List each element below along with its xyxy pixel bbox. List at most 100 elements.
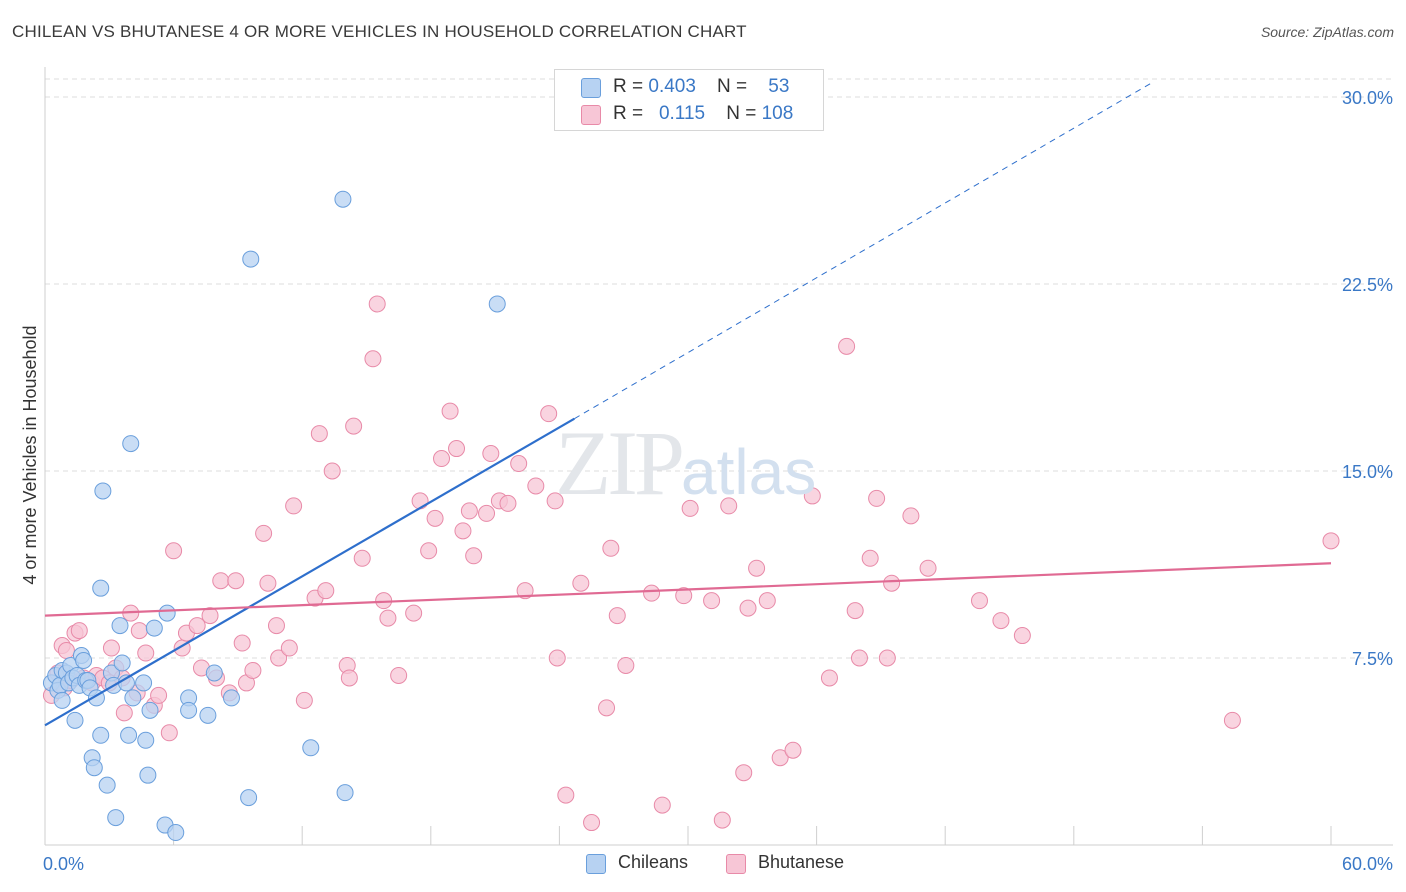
x-tick-label: 0.0% xyxy=(43,854,84,874)
chilean-point xyxy=(111,617,129,635)
chilean-point xyxy=(135,674,153,692)
bottom-legend-label-chileans: Chileans xyxy=(618,852,689,872)
chilean-trendline xyxy=(44,417,575,727)
chilean-point xyxy=(122,435,140,453)
chilean-point xyxy=(124,689,142,707)
bhutanese-point xyxy=(902,507,920,525)
bhutanese-point xyxy=(675,587,693,605)
bhutanese-point xyxy=(548,649,566,667)
legend-swatch-chileans xyxy=(581,78,601,98)
bhutanese-point xyxy=(267,617,285,635)
bhutanese-point xyxy=(572,574,590,592)
legend-text-chileans: R = 0.403 N = 53 xyxy=(613,76,789,98)
bhutanese-point xyxy=(713,811,731,829)
bhutanese-point xyxy=(643,584,661,602)
bhutanese-point xyxy=(310,425,328,443)
bhutanese-point xyxy=(861,549,879,567)
bhutanese-point xyxy=(448,440,466,458)
bhutanese-point xyxy=(527,477,545,495)
bhutanese-point xyxy=(340,669,358,687)
chilean-point xyxy=(167,824,185,842)
bhutanese-trendline xyxy=(44,562,1332,617)
bhutanese-point xyxy=(454,522,472,540)
chilean-point xyxy=(242,250,260,268)
chilean-point xyxy=(92,726,110,744)
bhutanese-point xyxy=(165,542,183,560)
bhutanese-point xyxy=(150,686,168,704)
bhutanese-point xyxy=(270,649,288,667)
legend-n-label: N = xyxy=(717,76,753,97)
bhutanese-point xyxy=(739,599,757,617)
bhutanese-point xyxy=(295,691,313,709)
bhutanese-point xyxy=(850,649,868,667)
chilean-point xyxy=(53,691,71,709)
bhutanese-point xyxy=(160,724,178,742)
bhutanese-point xyxy=(681,499,699,517)
bhutanese-point xyxy=(803,487,821,505)
bottom-legend-label-bhutanese: Bhutanese xyxy=(758,852,845,872)
bhutanese-point xyxy=(919,559,937,577)
bhutanese-point xyxy=(227,572,245,590)
bhutanese-point xyxy=(441,402,459,420)
bhutanese-point xyxy=(70,622,88,640)
bhutanese-point xyxy=(379,609,397,627)
bhutanese-point xyxy=(201,607,219,625)
chilean-point xyxy=(205,664,223,682)
bhutanese-point xyxy=(703,592,721,610)
bhutanese-point xyxy=(720,497,738,515)
bhutanese-point xyxy=(137,644,155,662)
bhutanese-point xyxy=(583,814,601,832)
bhutanese-point xyxy=(353,549,371,567)
bhutanese-point xyxy=(653,796,671,814)
y-tick-label: 22.5% xyxy=(1342,275,1393,295)
bhutanese-point xyxy=(557,786,575,804)
bhutanese-point xyxy=(115,704,133,722)
bhutanese-point xyxy=(883,574,901,592)
bhutanese-point xyxy=(426,509,444,527)
bhutanese-point xyxy=(411,492,429,510)
bhutanese-point xyxy=(602,539,620,557)
bhutanese-point xyxy=(758,592,776,610)
bhutanese-point xyxy=(771,749,789,767)
bhutanese-point xyxy=(540,405,558,423)
legend-r-value: 0.403 xyxy=(648,76,696,97)
bhutanese-point xyxy=(510,455,528,473)
bhutanese-point xyxy=(130,622,148,640)
bhutanese-point xyxy=(212,572,230,590)
bhutanese-point xyxy=(433,450,451,468)
chilean-point xyxy=(107,809,125,827)
chilean-point xyxy=(92,579,110,597)
bhutanese-point xyxy=(285,497,303,515)
chilean-point xyxy=(336,784,354,802)
bhutanese-point xyxy=(368,295,386,313)
chilean-point xyxy=(334,190,352,208)
bhutanese-point xyxy=(868,489,886,507)
bhutanese-point xyxy=(345,417,363,435)
legend-r-value: 0.115 xyxy=(658,103,706,124)
bhutanese-point xyxy=(280,639,298,657)
legend-n-value: 53 xyxy=(768,76,790,97)
bhutanese-point xyxy=(598,699,616,717)
bhutanese-point xyxy=(460,502,478,520)
chilean-point xyxy=(75,651,93,669)
chilean-point xyxy=(145,619,163,637)
bhutanese-point xyxy=(317,582,335,600)
bhutanese-point xyxy=(499,494,517,512)
bhutanese-point xyxy=(420,542,438,560)
chilean-point xyxy=(180,701,198,719)
chilean-trendline-extension xyxy=(574,81,1154,420)
bhutanese-point xyxy=(748,559,766,577)
bhutanese-point xyxy=(102,639,120,657)
source-label: Source: ZipAtlas.com xyxy=(1260,24,1394,40)
x-tick-label: 60.0% xyxy=(1342,854,1393,874)
legend-swatch-bhutanese xyxy=(581,105,601,125)
chilean-points xyxy=(42,190,506,842)
bhutanese-point xyxy=(465,547,483,565)
chilean-point xyxy=(141,701,159,719)
bhutanese-point xyxy=(970,592,988,610)
bottom-legend-swatch-bhutanese xyxy=(726,854,746,874)
bhutanese-point xyxy=(478,504,496,522)
chilean-point xyxy=(222,689,240,707)
bhutanese-point xyxy=(255,524,273,542)
